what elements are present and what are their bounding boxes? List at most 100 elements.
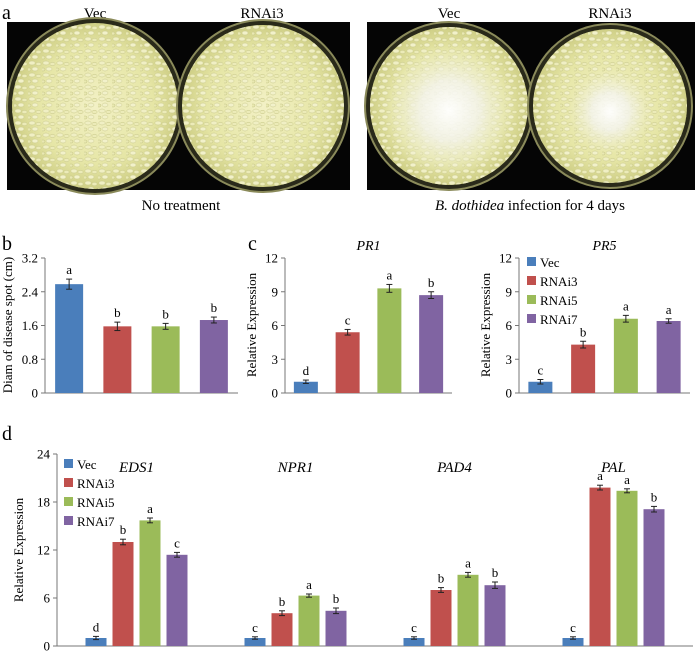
significance-letter: b [580,324,587,339]
bar [589,487,611,646]
significance-letter: d [303,363,310,378]
y-tick-label: 2.4 [22,284,39,299]
y-tick-label: 9 [272,284,279,299]
dish-label-left-2: RNAi3 [240,6,283,22]
significance-letter: a [386,267,392,282]
chart-title: PR5 [591,239,616,254]
legend-label: Vec [540,255,560,270]
significance-letter: a [666,302,672,317]
bar [430,590,452,646]
y-tick-label: 12 [37,543,50,558]
legend-label: RNAi3 [540,274,578,289]
bar [457,574,479,646]
category-label: EDS1 [118,460,154,476]
chart-c2: 0 3 6 9 12 Relative Expression PR5 c b a a Vec RNAi3… [478,239,690,401]
category-label: PAD4 [436,460,472,476]
bar [271,613,293,646]
significance-letter: b [651,489,658,504]
photo-infection: Vec RNAi3 B. dothidea infection for 4 da… [364,6,695,214]
y-axis-label: Relative Expression [478,272,493,377]
bar [484,585,506,646]
significance-letter: b [279,594,286,609]
legend-swatch [527,276,536,285]
significance-letter: b [492,565,499,580]
significance-letter: c [411,620,417,635]
panel-letter-d: d [2,423,12,445]
chart-d: 0 6 12 18 24 Relative Expression d b a c EDS1 c b a b N… [11,447,693,654]
significance-letter: c [570,620,576,635]
bar [377,288,402,393]
bar [643,509,665,646]
dish-label-right-2: RNAi3 [588,6,631,22]
chart-c1: 0 3 6 9 12 Relative Expression PR1 d c a b [244,239,452,401]
significance-letter: a [66,262,72,277]
significance-letter: b [333,591,340,606]
bar [151,326,180,393]
significance-letter: a [597,468,603,483]
legend-swatch [64,516,73,525]
significance-letter: a [147,501,153,516]
significance-letter: c [537,363,543,378]
y-axis-label: Relative Expression [244,272,259,377]
significance-letter: a [465,555,471,570]
significance-letter: a [624,472,630,487]
bar [293,381,318,393]
significance-letter: d [93,619,100,634]
significance-letter: b [162,306,169,321]
bar [656,321,681,393]
y-tick-label: 0 [506,386,513,401]
bar [616,490,638,646]
legend-label: Vec [77,457,97,472]
bar [244,638,266,646]
legend-swatch [527,257,536,266]
bar [528,381,553,393]
y-tick-label: 3 [506,352,513,367]
y-tick-label: 3 [272,352,279,367]
legend-swatch [64,497,73,506]
y-tick-label: 6 [272,318,279,333]
significance-letter: b [211,300,218,315]
y-tick-label: 12 [499,251,512,266]
bar [85,638,107,646]
legend-swatch [64,478,73,487]
bar [298,595,320,646]
bar [613,318,638,393]
y-axis-label: Diam of disease spot (cm) [0,257,15,393]
significance-letter: b [120,522,127,537]
chart-title: PR1 [355,239,380,254]
significance-letter: a [306,577,312,592]
petri-dish [527,23,693,189]
legend-label: RNAi7 [77,514,115,529]
legend-swatch [527,314,536,323]
category-label: NPR1 [277,460,314,476]
significance-letter: b [438,571,445,586]
y-tick-label: 24 [37,447,51,462]
chart-b: 0 0.8 1.6 2.4 3.2 Diam of disease spot (cm) a b… [0,251,238,401]
bar [199,320,228,393]
y-tick-label: 0 [32,386,39,401]
panel-a: a Vec RNAi3 No treatment Vec RNAi3 [2,2,695,214]
petri-dish [364,21,534,191]
y-tick-label: 3.2 [22,251,38,266]
y-tick-label: 0.8 [22,352,38,367]
y-axis-label: Relative Expression [11,497,26,602]
panel-letter-a: a [2,2,11,24]
legend-label: RNAi5 [540,293,578,308]
significance-letter: b [114,305,121,320]
bar [166,554,188,646]
significance-letter: c [252,620,258,635]
panel-letter-b: b [2,233,12,255]
significance-letter: c [345,312,351,327]
bar [403,638,425,646]
significance-letter: a [623,298,629,313]
bar [325,610,347,646]
photo-caption-no-treatment: No treatment [142,198,222,214]
bar [139,520,161,646]
significance-letter: b [428,275,435,290]
photo-caption-infection: B. dothidea infection for 4 days [435,198,625,214]
petri-dish [176,19,350,193]
panel-letter-c: c [248,233,257,255]
y-tick-label: 0 [272,386,279,401]
bar [112,542,134,646]
